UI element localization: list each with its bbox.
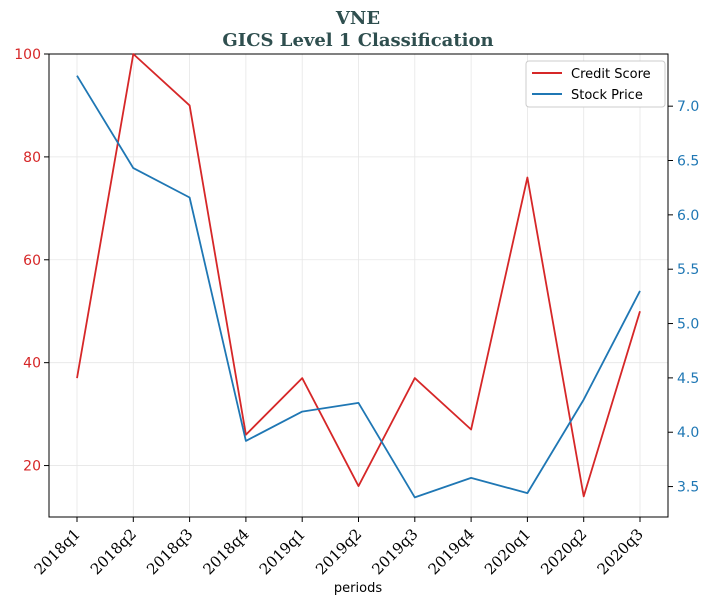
- right-y-tick-label: 6.0: [677, 208, 699, 224]
- x-tick-label: 2019q4: [425, 525, 478, 578]
- chart-subtitle: GICS Level 1 Classification: [222, 30, 493, 51]
- right-y-tick-label: 3.5: [677, 480, 699, 496]
- chart-title: VNE: [335, 8, 380, 29]
- series-line-credit-score: [76, 53, 641, 498]
- grid: [49, 53, 668, 517]
- x-tick-label: 2018q1: [31, 525, 84, 578]
- x-tick-label: 2020q1: [481, 525, 534, 578]
- x-axis: 2018q1 2018q2 2018q3 2018q4 2019q1 2019q2 2019…: [31, 517, 647, 578]
- x-tick-label: 2018q4: [199, 525, 252, 578]
- right-y-tick-label: 4.0: [677, 425, 699, 441]
- legend: Credit Score Stock Price: [525, 60, 666, 108]
- x-tick-label: 2018q3: [143, 525, 196, 578]
- left-y-tick-label: 60: [23, 253, 41, 269]
- left-y-tick-label: 100: [14, 47, 41, 63]
- x-axis-label: periods: [334, 581, 382, 596]
- right-y-tick-label: 4.5: [677, 371, 699, 387]
- left-y-axis: 20 40 60 80 100: [14, 47, 49, 475]
- series-line-stock-price: [76, 75, 641, 499]
- x-tick-label: 2019q2: [312, 525, 365, 578]
- right-y-tick-label: 5.0: [677, 317, 699, 333]
- x-tick-label: 2019q1: [256, 525, 309, 578]
- legend-label-credit-score: Credit Score: [571, 67, 651, 82]
- left-y-tick-label: 80: [23, 150, 41, 166]
- right-y-tick-label: 7.0: [677, 99, 699, 115]
- x-tick-label: 2018q2: [87, 525, 140, 578]
- legend-label-stock-price: Stock Price: [571, 88, 643, 103]
- right-y-tick-label: 5.5: [677, 262, 699, 278]
- series-layer: [76, 53, 641, 499]
- right-y-tick-label: 6.5: [677, 154, 699, 170]
- left-y-tick-label: 40: [23, 356, 41, 372]
- right-y-axis: 3.5 4.0 4.5 5.0 5.5 6.0 6.5 7.0: [668, 99, 699, 496]
- left-y-tick-label: 20: [23, 459, 41, 475]
- x-tick-label: 2020q2: [537, 525, 590, 578]
- x-tick-label: 2020q3: [594, 525, 647, 578]
- x-tick-label: 2019q3: [368, 525, 421, 578]
